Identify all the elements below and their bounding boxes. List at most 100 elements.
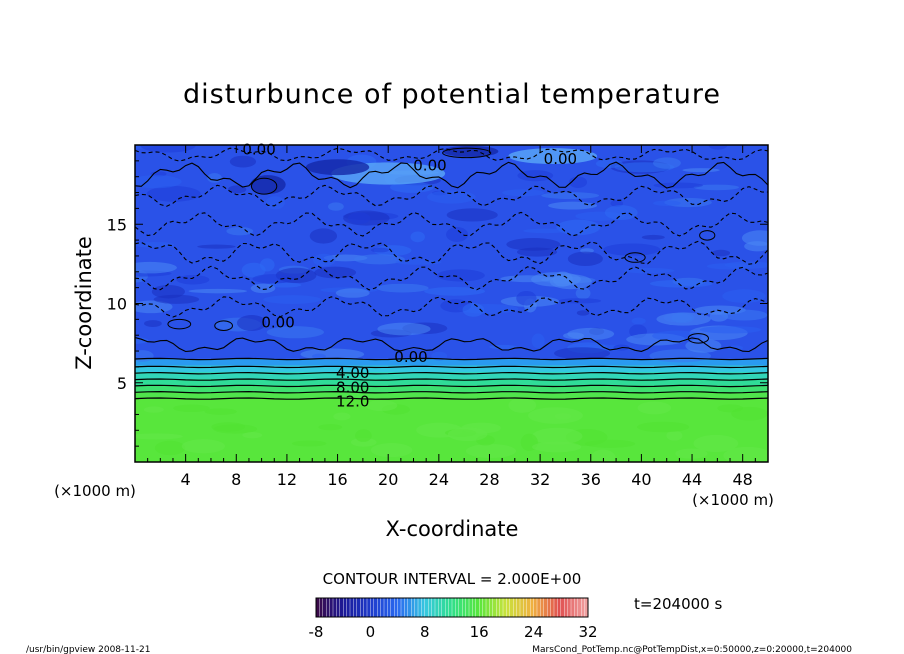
field-transition-band [135, 385, 768, 393]
field-texture-blob [267, 282, 302, 288]
field-texture-blob [711, 249, 731, 257]
field-texture-blob [706, 263, 752, 270]
contour-line-negative [135, 211, 768, 237]
contour-line [135, 371, 768, 375]
field-texture-blob [558, 298, 602, 304]
field-texture-blob [265, 196, 285, 210]
field-texture-blob [173, 404, 210, 412]
field-texture-blob [671, 312, 695, 324]
field-texture-blob [506, 238, 561, 251]
contour-line [135, 336, 768, 353]
field-transition-band [135, 392, 768, 399]
field-texture-blob [355, 429, 372, 442]
field-texture-blob [252, 274, 294, 284]
field-texture-blob [427, 190, 476, 204]
field-texture-blob [370, 247, 390, 253]
colorbar: -8 0 8 16 24 32 [309, 597, 598, 641]
field-texture-blob [685, 338, 722, 353]
y-tick-label: 15 [107, 215, 127, 234]
footer-left: /usr/bin/gpview 2008-11-21 [26, 645, 150, 654]
field-texture-blob [532, 427, 583, 445]
field-texture-blob [641, 234, 665, 240]
field-texture-blob [675, 448, 708, 459]
contour-label: 0.00 [242, 141, 275, 159]
field-transition-band [135, 358, 768, 366]
field-texture-blob [311, 353, 326, 359]
field-texture-blob [291, 440, 327, 447]
field-texture-blob [229, 155, 257, 168]
x-tick-label: 28 [479, 470, 499, 489]
field-texture-blob [242, 432, 263, 439]
x-tick-label: 16 [327, 470, 347, 489]
chart-title: disturbunce of potential temperature [183, 79, 721, 110]
plot-area [135, 145, 768, 462]
field-texture-blob [489, 344, 518, 350]
field-texture-blob [590, 449, 616, 462]
field-texture-blob [135, 433, 183, 440]
field-texture-blob [541, 192, 600, 199]
z-unit-label: (×1000 m) [54, 482, 136, 500]
contour-line-negative [135, 265, 768, 291]
contour-label: 8.00 [336, 378, 369, 396]
x-axis-label: X-coordinate [386, 517, 519, 541]
colorbar-tick-label: 0 [366, 623, 376, 641]
field-texture-blob [410, 231, 425, 243]
field-texture-blob [693, 184, 740, 191]
field-texture-blob [723, 446, 768, 462]
field-texture-blob [188, 288, 247, 294]
field-texture-blob [204, 408, 237, 415]
x-tick-label: 24 [429, 470, 449, 489]
contour-line [135, 365, 768, 369]
y-tick-label: 10 [107, 295, 127, 314]
field-texture-blob [576, 310, 590, 316]
field-texture-blob [181, 439, 226, 454]
field-texture-blob [721, 309, 768, 321]
contour-line [135, 357, 768, 361]
colorbar-tick-label: 16 [470, 623, 489, 641]
x-axis: 4 8 12 16 20 24 28 32 36 40 44 48 [147, 145, 756, 489]
contour-island [699, 230, 716, 241]
field-texture-blob [649, 279, 713, 288]
field-texture-blob [604, 205, 638, 221]
contour-interval-text: CONTOUR INTERVAL = 2.000E+00 [323, 570, 582, 588]
contour-label: 0.00 [261, 313, 294, 331]
y-axis-label: Z-coordinate [72, 236, 96, 370]
field-texture-blob [197, 244, 236, 249]
field-texture-blob [502, 189, 545, 197]
field-transition-band [135, 365, 768, 373]
field-texture-blob [333, 412, 351, 421]
field-texture-blob [153, 294, 200, 304]
field-texture-blob [266, 326, 324, 339]
field-texture-blob [744, 241, 768, 252]
x-tick-label: 8 [231, 470, 241, 489]
contour-line [135, 390, 768, 394]
contour-line-negative [135, 184, 768, 207]
contour-line [135, 378, 768, 381]
field-texture-blob [603, 243, 661, 256]
contour-lines [135, 147, 768, 400]
field-texture-blob [623, 267, 675, 274]
field-texture-blob [693, 434, 739, 453]
field-texture-blob [236, 314, 267, 331]
colorbar-tick-label: 32 [578, 623, 597, 641]
field-texture-blob [309, 228, 338, 244]
contour-island [214, 320, 233, 331]
field-texture-blob [532, 441, 582, 453]
x-tick-label: 48 [733, 470, 753, 489]
field-texture-blob [424, 286, 486, 296]
x-tick-label: 12 [277, 470, 297, 489]
colorbar-tick-label: 8 [420, 623, 430, 641]
colorbar-tick-label: 24 [524, 623, 543, 641]
field-texture-blob [652, 200, 681, 206]
field-transition-band [135, 372, 768, 379]
contour-label: 0.00 [394, 348, 427, 366]
field-texture-blob [516, 247, 558, 257]
contour-island [167, 318, 192, 330]
field-texture-blob [176, 274, 210, 285]
field-texture-blob [531, 333, 545, 349]
field-texture [135, 145, 768, 462]
field-texture-blob [328, 202, 344, 211]
field-texture-blob [567, 251, 603, 267]
field-transition-band [135, 378, 768, 386]
